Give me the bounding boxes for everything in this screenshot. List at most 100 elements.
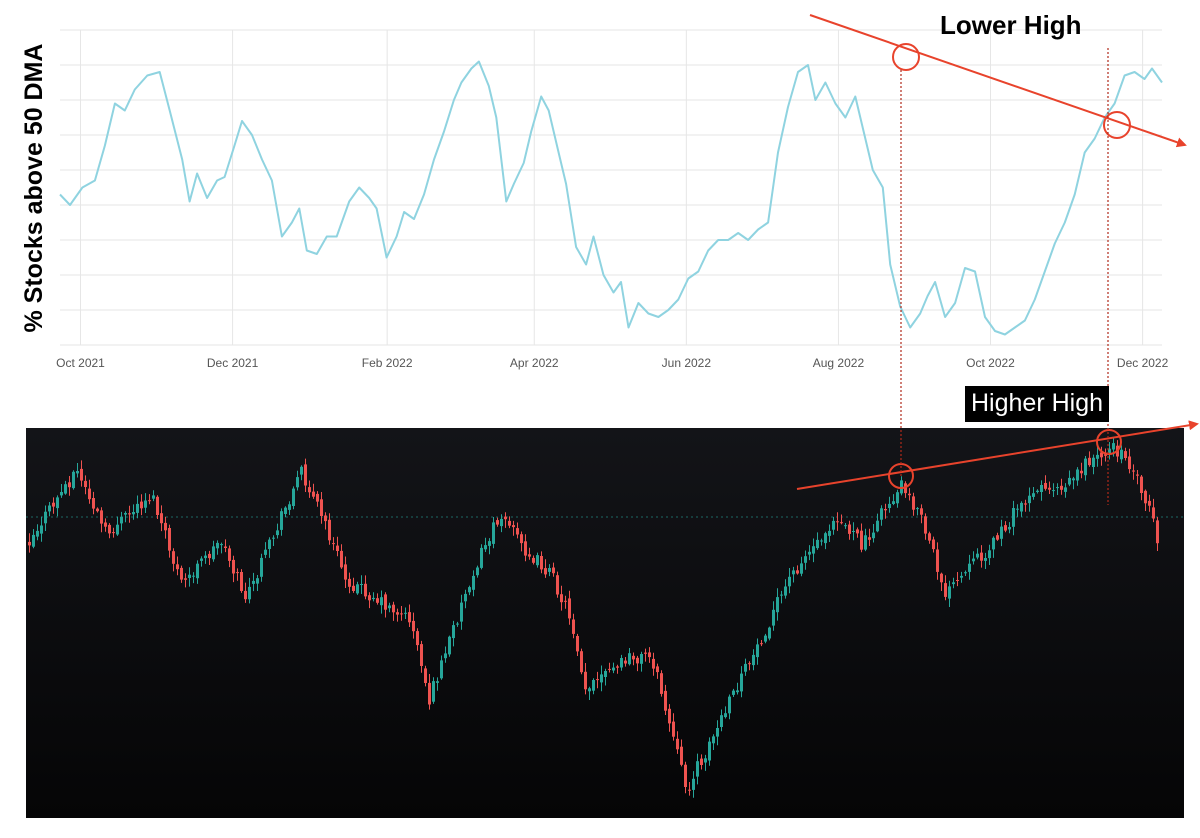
candle-body bbox=[628, 653, 631, 665]
candle-body bbox=[152, 495, 155, 499]
candle-body bbox=[1036, 490, 1039, 492]
candle-body bbox=[1108, 448, 1111, 454]
candle-body bbox=[472, 575, 475, 590]
candle-body bbox=[248, 586, 251, 600]
candle-body bbox=[408, 612, 411, 623]
candle-body bbox=[676, 738, 679, 750]
candle-body bbox=[104, 522, 107, 527]
candle-body bbox=[760, 643, 763, 645]
candle-body bbox=[1092, 457, 1095, 467]
candle-body bbox=[908, 493, 911, 496]
candle-body bbox=[320, 499, 323, 516]
candle-body bbox=[1148, 500, 1151, 506]
candle-body bbox=[108, 524, 111, 534]
candle-body bbox=[844, 525, 847, 527]
candle-body bbox=[176, 564, 179, 570]
candle-body bbox=[404, 612, 407, 614]
breadth-series bbox=[59, 60, 1163, 336]
candle-body bbox=[540, 556, 543, 570]
x-tick-label: Aug 2022 bbox=[813, 356, 865, 370]
candle-body bbox=[364, 583, 367, 597]
candle-body bbox=[964, 572, 967, 574]
candle-body bbox=[712, 736, 715, 744]
higher-high-trendline bbox=[796, 420, 1199, 490]
candle-body bbox=[284, 507, 287, 514]
candle-body bbox=[448, 636, 451, 655]
candle-body bbox=[956, 580, 959, 581]
candle-body bbox=[412, 620, 415, 632]
candle-body bbox=[416, 631, 419, 646]
candle-body bbox=[296, 477, 299, 488]
candle-body bbox=[744, 663, 747, 672]
candle-body bbox=[912, 496, 915, 510]
candle-body bbox=[868, 537, 871, 540]
candle-body bbox=[1052, 490, 1055, 492]
candle-body bbox=[980, 552, 983, 561]
candle-body bbox=[936, 549, 939, 572]
candle-body bbox=[300, 466, 303, 475]
candle-body bbox=[748, 663, 751, 665]
candle-body bbox=[72, 471, 75, 489]
grid bbox=[60, 29, 1162, 346]
candle-body bbox=[500, 518, 503, 527]
x-tick-label: Dec 2021 bbox=[207, 356, 259, 370]
candle-body bbox=[164, 522, 167, 531]
candle-body bbox=[156, 496, 159, 515]
candle-body bbox=[596, 679, 599, 681]
candle-body bbox=[708, 741, 711, 761]
candle-body bbox=[144, 500, 147, 508]
candle-body bbox=[1068, 477, 1071, 485]
candle-body bbox=[80, 468, 83, 481]
candle-body bbox=[256, 578, 259, 584]
candle-body bbox=[976, 553, 979, 558]
candle-body bbox=[368, 595, 371, 601]
candle-body bbox=[572, 619, 575, 634]
candle-body bbox=[1128, 456, 1131, 470]
candle-body bbox=[648, 652, 651, 658]
candle-body bbox=[700, 758, 703, 765]
candle-body bbox=[680, 746, 683, 765]
candle-body bbox=[496, 520, 499, 525]
candle-body bbox=[536, 555, 539, 566]
candle-body bbox=[228, 548, 231, 561]
candle-body bbox=[920, 508, 923, 515]
candle-body bbox=[756, 644, 759, 658]
candle-body bbox=[244, 590, 247, 600]
candle-body bbox=[620, 658, 623, 668]
candle-body bbox=[324, 515, 327, 522]
candle-body bbox=[388, 605, 391, 609]
candle-body bbox=[880, 508, 883, 520]
candle-body bbox=[820, 540, 823, 542]
candle-body bbox=[288, 504, 291, 510]
candle-body bbox=[816, 539, 819, 549]
candle-body bbox=[940, 573, 943, 583]
lower-high-marker-1 bbox=[892, 43, 920, 71]
candle-body bbox=[312, 491, 315, 497]
candle-body bbox=[36, 530, 39, 537]
candle-body bbox=[660, 673, 663, 694]
candle-body bbox=[336, 545, 339, 551]
candle-body bbox=[788, 576, 791, 587]
candle-body bbox=[136, 503, 139, 513]
candle-body bbox=[460, 602, 463, 622]
candle-body bbox=[776, 597, 779, 613]
x-axis-ticks: Oct 2021 Dec 2021 Feb 2022 Apr 2022 Jun 2022… bbox=[56, 356, 1168, 370]
candle-body bbox=[192, 575, 195, 577]
candle-body bbox=[316, 493, 319, 502]
candle-body bbox=[1124, 451, 1127, 458]
candle-body bbox=[32, 534, 35, 547]
candle-body bbox=[40, 525, 43, 534]
price-chart-background bbox=[26, 428, 1184, 818]
candle-body bbox=[96, 508, 99, 512]
candle-body bbox=[1104, 454, 1107, 456]
candle-body bbox=[112, 532, 115, 534]
candle-body bbox=[664, 690, 667, 711]
candle-body bbox=[476, 567, 479, 576]
candle-body bbox=[784, 586, 787, 596]
lower-high-annotation: Lower High bbox=[940, 10, 1082, 40]
candle-body bbox=[340, 550, 343, 568]
candle-body bbox=[44, 511, 47, 524]
